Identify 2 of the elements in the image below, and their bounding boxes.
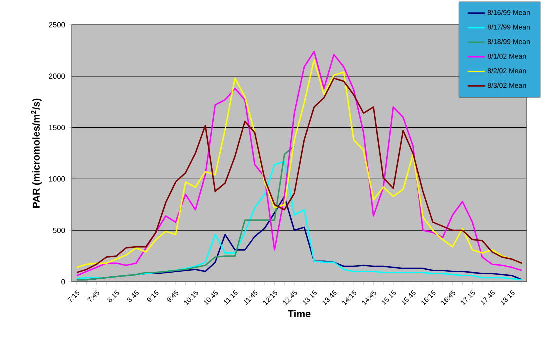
y-axis-title: PAR (micromoles/m$^{2}$/s) [31,98,42,208]
x-axis-title: Time [288,310,311,318]
